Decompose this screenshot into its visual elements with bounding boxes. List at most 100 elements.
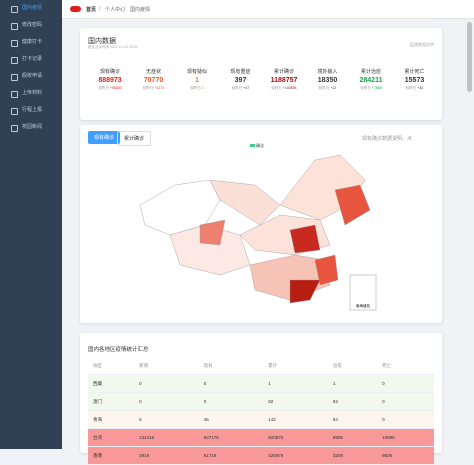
- stat-label: 无症状: [145, 69, 161, 75]
- home-link[interactable]: 首页: [86, 7, 97, 13]
- map: 南海诸岛: [139, 154, 377, 311]
- stat-value: 15573: [404, 77, 425, 84]
- stat-delta: 较昨日 +103694: [264, 86, 304, 91]
- cell: 46: [198, 410, 264, 429]
- crumb: 个人中心: [105, 7, 126, 13]
- stat: 境外输入 18350 较昨日 +12: [308, 68, 348, 91]
- stat: 现有确诊 888973 较昨日 +96520: [90, 68, 130, 91]
- row: 青海 6 46 142 94 0: [88, 410, 434, 429]
- legend: 确诊: [250, 143, 264, 149]
- delta-label: 较昨日: [98, 86, 109, 90]
- cell: 0: [134, 374, 199, 393]
- sidebar: 国内疫情 修改密码 健康打卡 打卡记录 假校申请 上传材料 行程上报 校园新闻: [0, 0, 62, 449]
- menu-item[interactable]: 假校申请: [0, 68, 62, 85]
- header-cell: 累计: [263, 357, 328, 375]
- cell: 94: [327, 410, 378, 429]
- header-cell: 死亡: [377, 357, 434, 375]
- menu-item[interactable]: 行程上报: [0, 102, 62, 119]
- stat-value: 284211: [359, 77, 383, 84]
- header-cell: 新增: [134, 357, 199, 375]
- scrollbar[interactable]: [467, 22, 472, 92]
- tab[interactable]: 累计确诊: [117, 131, 152, 146]
- delta-label: 较昨日: [190, 86, 201, 90]
- row: 香港 2918 91719 426979 3209 9505: [88, 446, 434, 465]
- delta-value: +47: [243, 86, 250, 90]
- row: 澳门 0 0 82 82 0: [88, 392, 434, 411]
- toggle[interactable]: [70, 6, 81, 12]
- stat-label: 现有疑似: [186, 69, 207, 75]
- header-cell: 地区: [88, 357, 135, 375]
- stat-label: 累计死亡: [404, 69, 425, 75]
- delta-value: +96520: [109, 86, 122, 90]
- cell: 82: [263, 392, 328, 411]
- stat-value: 888973: [98, 77, 122, 84]
- card-title: 国内数据: [88, 38, 116, 45]
- note: 疫情数据说明: [410, 42, 434, 47]
- delta-value: +34: [417, 86, 424, 90]
- tab[interactable]: 现有确诊: [88, 131, 121, 144]
- header-cell: 现有: [198, 357, 264, 375]
- header-row: 地区 新增 现有 累计 治愈 死亡: [88, 357, 434, 375]
- stat-delta: 较昨日 +96520: [90, 86, 130, 91]
- stat: 累计死亡 15573 较昨日 +34: [395, 68, 435, 91]
- time: 截至北京时间 2022-10-13 23:02: [88, 45, 138, 49]
- cell: 0: [377, 410, 434, 429]
- cell: 3209: [327, 446, 378, 465]
- delta-label: 较昨日: [271, 86, 282, 90]
- stat-value: 1188757: [270, 77, 298, 84]
- cell: 香港: [88, 446, 135, 465]
- menu-item[interactable]: 校园新闻: [0, 119, 62, 136]
- header-cell: 治愈: [327, 357, 378, 375]
- stat-value: 397: [234, 77, 247, 84]
- stat-delta: 较昨日 +47: [221, 86, 261, 91]
- cell: 0: [134, 392, 199, 411]
- delta-value: +12: [330, 86, 337, 90]
- stat-delta: 较昨日 +34: [395, 86, 435, 91]
- cell: 8905: [327, 428, 378, 447]
- cell: 台湾: [88, 428, 135, 447]
- menu-item[interactable]: 健康打卡: [0, 34, 62, 51]
- delta-label: 较昨日: [405, 86, 417, 90]
- map-card: 现有确诊 累计确诊 现有确诊数据说明，点 确诊 南海诸岛: [80, 125, 442, 323]
- cell: 澳门: [88, 392, 135, 411]
- stat-value: 70770: [143, 77, 164, 84]
- table-title: 国内各地区疫情统计汇总: [88, 347, 149, 353]
- cell: 142: [263, 410, 328, 429]
- menu-item[interactable]: 国内疫情: [0, 0, 62, 17]
- stat-delta: 较昨日 0: [177, 86, 217, 91]
- menu-item[interactable]: 上传材料: [0, 85, 62, 102]
- stat-label: 累计治愈: [360, 69, 381, 75]
- delta-value: +3270: [154, 86, 165, 90]
- stat-label: 累计确诊: [273, 69, 294, 75]
- cell: 426979: [263, 446, 328, 465]
- delta-label: 较昨日: [360, 86, 371, 90]
- legend-label: 确诊: [256, 143, 265, 148]
- menu-item[interactable]: 修改密码: [0, 17, 62, 34]
- menu-item[interactable]: 打卡记录: [0, 51, 62, 68]
- hint: 现有确诊数据说明，点: [361, 136, 412, 142]
- top-bar: 首页 / 个人中心 / 国内疫情: [62, 0, 474, 19]
- stat-label: 现有确诊: [99, 69, 120, 75]
- delta-label: 较昨日: [231, 86, 243, 90]
- cell: 1: [327, 374, 378, 393]
- cell: 0: [198, 374, 264, 393]
- stat-value: 1: [195, 77, 199, 84]
- cell: 91719: [198, 446, 264, 465]
- cell: 0: [198, 392, 264, 411]
- cell: 青海: [88, 410, 135, 429]
- south-sea-label: 南海诸岛: [356, 303, 370, 308]
- cell: 0: [377, 392, 434, 411]
- stat: 现有疑似 1 较昨日 0: [177, 68, 217, 91]
- cell: 820870: [263, 428, 328, 447]
- delta-value: +7865: [371, 86, 382, 90]
- stat-value: 18350: [317, 77, 338, 84]
- cell: 1: [263, 374, 328, 393]
- stat: 现有重症 397 较昨日 +47: [221, 68, 261, 91]
- row: 台湾 134416 827176 820870 8905 10990: [88, 428, 434, 447]
- cell: 9505: [377, 446, 434, 465]
- cell: 827176: [198, 428, 264, 447]
- delta-value: +103694: [282, 86, 297, 90]
- cell: 6: [134, 410, 199, 429]
- stat: 无症状 70770 较昨日 +3270: [134, 68, 174, 91]
